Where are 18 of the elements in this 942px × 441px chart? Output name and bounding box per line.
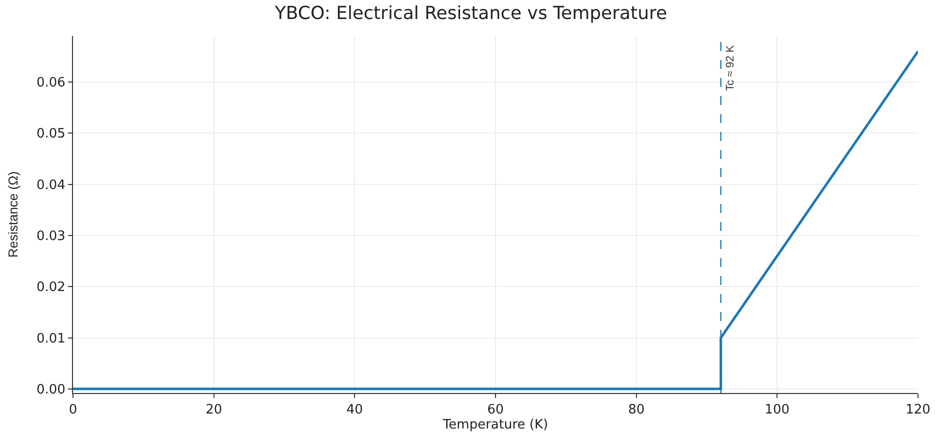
x-axis-title: Temperature (K) bbox=[442, 418, 548, 433]
x-tick-label: 60 bbox=[487, 402, 504, 418]
y-tick-label: 0.00 bbox=[36, 382, 66, 398]
y-tick-label: 0.03 bbox=[36, 229, 66, 244]
y-tick-label: 0.02 bbox=[36, 280, 66, 296]
x-tick-label: 20 bbox=[206, 402, 222, 418]
y-tick-label: 0.06 bbox=[36, 76, 66, 91]
x-tick-label: 40 bbox=[346, 402, 363, 418]
x-tick-label: 120 bbox=[906, 402, 930, 418]
y-axis-title: Resistance (Ω) bbox=[5, 171, 20, 258]
y-tick-label: 0.01 bbox=[36, 331, 66, 346]
y-tick-label: 0.04 bbox=[36, 178, 66, 193]
x-tick-label: 100 bbox=[764, 402, 790, 418]
x-tick-label: 80 bbox=[628, 402, 645, 418]
ref-line-label: Tc ≈ 92 K bbox=[724, 44, 737, 91]
x-tick-label: 0 bbox=[68, 402, 78, 418]
chart-title: YBCO: Electrical Resistance vs Temperature bbox=[274, 3, 668, 24]
y-tick-label: 0.05 bbox=[36, 126, 66, 142]
